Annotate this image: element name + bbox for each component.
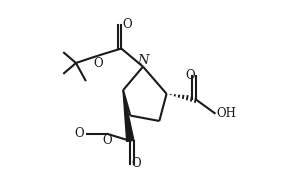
Text: O: O (93, 56, 102, 70)
Text: O: O (122, 18, 132, 31)
Text: O: O (102, 135, 112, 147)
Text: O: O (74, 127, 84, 140)
Text: OH: OH (217, 107, 236, 120)
Polygon shape (123, 90, 134, 141)
Text: N: N (137, 54, 149, 67)
Text: O: O (131, 157, 141, 170)
Text: O: O (185, 69, 194, 82)
